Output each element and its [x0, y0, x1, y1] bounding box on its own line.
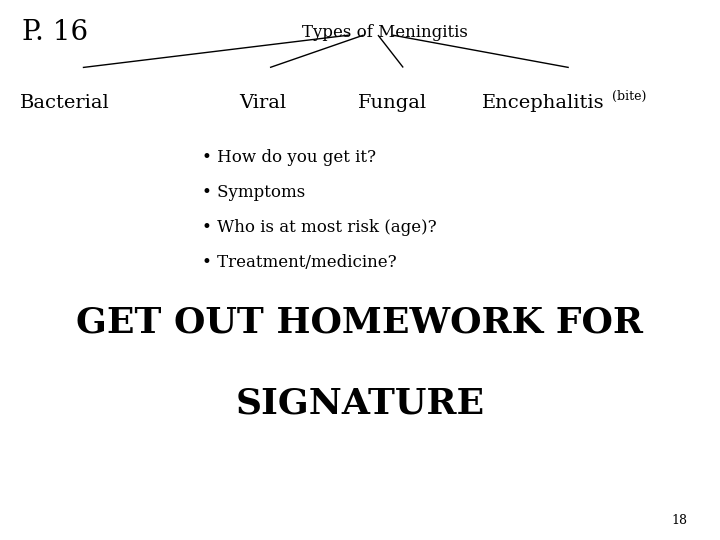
- Text: GET OUT HOMEWORK FOR: GET OUT HOMEWORK FOR: [76, 305, 644, 339]
- Text: Bacterial: Bacterial: [20, 94, 109, 112]
- Text: P. 16: P. 16: [22, 19, 88, 46]
- Text: • Symptoms: • Symptoms: [202, 184, 305, 200]
- Text: Encephalitis: Encephalitis: [482, 94, 605, 112]
- Text: Fungal: Fungal: [358, 94, 427, 112]
- Text: (bite): (bite): [608, 90, 647, 103]
- Text: • Treatment/medicine?: • Treatment/medicine?: [202, 254, 396, 271]
- Text: SIGNATURE: SIGNATURE: [235, 386, 485, 420]
- Text: Viral: Viral: [239, 94, 287, 112]
- Text: • Who is at most risk (age)?: • Who is at most risk (age)?: [202, 219, 436, 235]
- Text: 18: 18: [672, 514, 688, 526]
- Text: • How do you get it?: • How do you get it?: [202, 148, 376, 165]
- Text: Types of Meningitis: Types of Meningitis: [302, 24, 468, 41]
